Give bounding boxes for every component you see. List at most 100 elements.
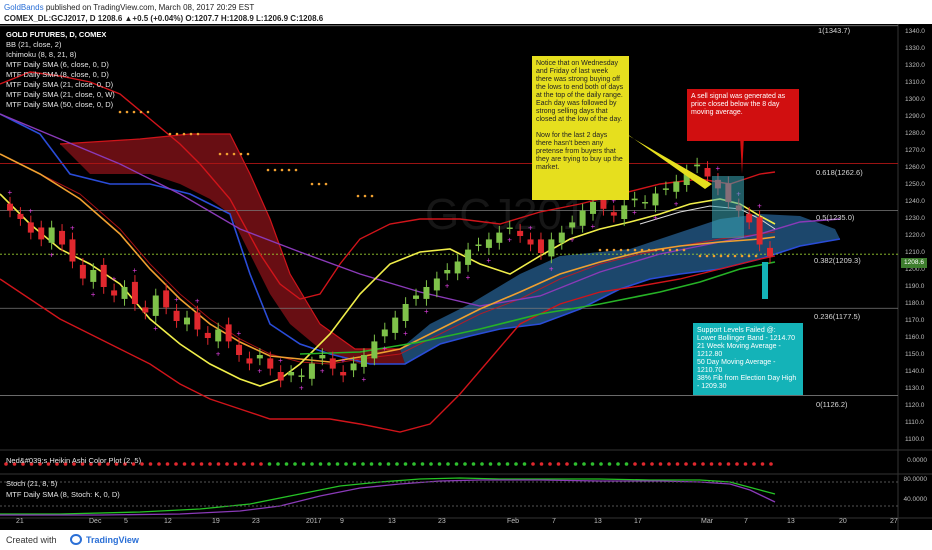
bullish-candle: [215, 329, 222, 342]
heikin-ashi-dot: [709, 462, 714, 466]
bollinger-upper-band: [0, 71, 776, 300]
price-axis-tick: 1260.0: [905, 164, 925, 171]
legend-ichimoku[interactable]: Ichimoku (8, 8, 21, 8): [6, 50, 77, 59]
psar-marker: +: [507, 235, 512, 244]
psar-marker: +: [174, 295, 179, 304]
heikin-ashi-dot: [395, 462, 399, 466]
bullish-candle: [350, 363, 357, 371]
stoch-label[interactable]: Stoch (21, 8, 5): [6, 479, 58, 488]
legend-sma21w[interactable]: MTF Daily SMA (21, close, 0, W): [6, 90, 115, 99]
note-cyan[interactable]: Support Levels Failed @: Lower Bollinger…: [693, 323, 803, 395]
heikin-ashi-dot: [106, 462, 110, 466]
chikou-dot: [726, 254, 730, 258]
price-axis-tick: 1200.0: [905, 266, 925, 273]
bullish-candle: [444, 270, 451, 274]
fib-label-0236: 0.236(1177.5): [814, 312, 861, 321]
heikin-ashi-dot: [658, 462, 663, 466]
psar-marker: +: [591, 222, 596, 231]
heikin-ashi-dot: [199, 462, 204, 466]
legend-bb[interactable]: BB (21, close, 2): [6, 40, 62, 49]
bearish-candle: [142, 307, 149, 313]
price-axis-tick: 1170.0: [905, 317, 925, 324]
heikin-ashi-dot: [114, 462, 119, 466]
heikin-ashi-dot: [267, 462, 272, 466]
psar-marker: +: [153, 324, 158, 333]
heikin-ashi-dot: [191, 462, 195, 466]
chikou-dot: [640, 248, 644, 252]
heikin-ashi-dot: [216, 462, 221, 466]
chikou-dot: [324, 182, 328, 186]
heikin-ashi-dot: [752, 462, 756, 466]
heikin-ashi-dot: [293, 462, 297, 466]
legend-sma6[interactable]: MTF Daily SMA (6, close, 0, D): [6, 60, 109, 69]
stoch-sma-label[interactable]: MTF Daily SMA (8, Stoch: K, 0, D): [6, 490, 120, 499]
psar-marker: +: [570, 235, 575, 244]
psar-marker: +: [237, 329, 242, 338]
cyan-note-pointer: [762, 262, 768, 299]
heikin-ashi-dot: [344, 462, 348, 466]
price-axis-tick: 1280.0: [905, 130, 925, 137]
chikou-dot: [139, 110, 143, 114]
tradingview-link[interactable]: TradingView: [86, 535, 139, 545]
psar-marker: +: [49, 251, 54, 260]
heikin-ashi-dot: [735, 462, 739, 466]
time-axis-tick: Mar: [701, 518, 714, 525]
psar-marker: +: [28, 207, 33, 216]
chikou-dot: [317, 182, 321, 186]
heikin-ashi-dot: [123, 462, 127, 466]
bearish-candle: [59, 230, 66, 245]
heikin-ashi-dot: [12, 462, 17, 466]
legend-sma21d[interactable]: MTF Daily SMA (21, close, 0, D): [6, 80, 114, 89]
author-link[interactable]: GoldBands: [4, 3, 44, 12]
heikin-ashi-dot: [386, 462, 391, 466]
price-axis-tick: 1230.0: [905, 215, 925, 222]
psar-marker: +: [486, 256, 491, 265]
bullish-candle: [423, 287, 430, 299]
heikin-ashi-label[interactable]: Ned&#039;s Heikin Ashi Color Plot (2, 5): [6, 456, 142, 465]
bullish-candle: [392, 317, 399, 333]
heikin-ashi-dot: [21, 462, 25, 466]
bearish-candle: [79, 264, 86, 279]
psar-marker: +: [757, 201, 762, 210]
heikin-ashi-dot: [624, 462, 629, 466]
note-yellow[interactable]: Notice that on Wednesday and Friday of l…: [532, 56, 629, 200]
price-chart-svg[interactable]: GCJ2017 +++++++++ +++++++++++++++++++++++…: [0, 24, 932, 530]
heikin-ashi-dot: [607, 462, 612, 466]
bearish-candle: [111, 290, 118, 296]
bearish-candle: [173, 310, 180, 321]
psar-marker: +: [632, 208, 637, 217]
price-axis-tick: 1120.0: [905, 402, 925, 409]
psar-marker: +: [257, 366, 262, 375]
heikin-ashi-dot: [97, 462, 102, 466]
sma-21-orange: [0, 153, 776, 363]
chart-area[interactable]: GCJ2017 + + + + + + + + + + + + + + + + + + + + + + + + + + + + + + + +…: [0, 24, 932, 530]
heikin-ashi-dot: [599, 462, 603, 466]
bullish-candle: [298, 375, 305, 377]
legend-sma50[interactable]: MTF Daily SMA (50, close, 0, D): [6, 100, 114, 109]
fib-label-0382: 0.382(1209.3): [814, 256, 861, 265]
legend-sma8[interactable]: MTF Daily SMA (8, close, 0, D): [6, 70, 109, 79]
price-axis-tick: 1210.0: [905, 249, 925, 256]
bullish-candle: [319, 355, 326, 359]
heikin-ashi-dot: [72, 462, 76, 466]
heikin-ashi-dot: [769, 462, 773, 466]
bullish-candle: [548, 239, 555, 257]
bullish-candle: [590, 202, 597, 214]
publish-line: GoldBands published on TradingView.com, …: [4, 3, 254, 12]
heikin-ashi-dot: [131, 462, 136, 466]
heikin-ashi-dot: [63, 462, 68, 466]
tradingview-logo-icon: [70, 534, 82, 545]
heikin-ashi-dot: [182, 462, 187, 466]
heikin-ashi-dot: [480, 462, 484, 466]
heikin-ashi-dot: [89, 462, 93, 466]
note-red[interactable]: A sell signal was generated as price clo…: [687, 89, 799, 141]
heikin-ashi-dot: [4, 462, 8, 466]
time-axis-tick: 13: [787, 518, 795, 525]
heikin-ashi-dot: [463, 462, 467, 466]
bearish-candle: [38, 227, 45, 240]
chikou-dot: [310, 182, 314, 186]
heikin-ashi-dot: [378, 462, 382, 466]
heikin-ashi-dot: [471, 462, 476, 466]
psar-marker: +: [528, 224, 533, 233]
candlesticks: +++++++++++++++++++++++++++++++++++++: [7, 157, 773, 392]
